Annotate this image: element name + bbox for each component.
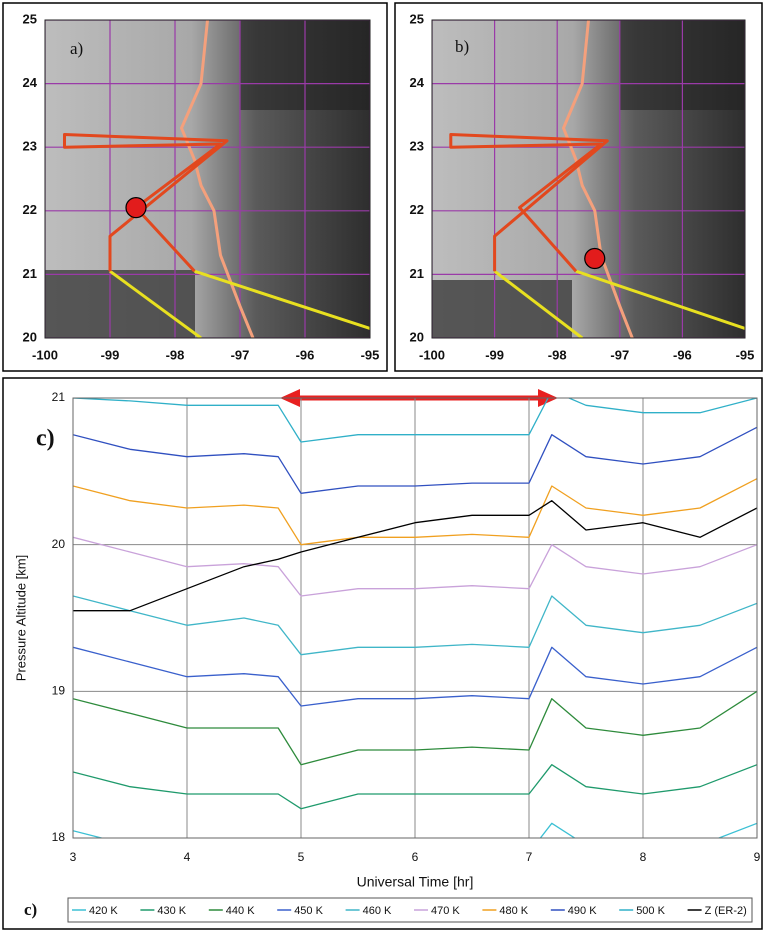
y-tick-label: 21 [52, 390, 66, 404]
x-tick-label: 8 [640, 850, 647, 864]
series-line [73, 500, 757, 612]
y-tick-label: 21 [410, 266, 424, 281]
plot: -100 -99 -98 -97 -96 -95 20 21 22 23 24 25 b) [410, 11, 755, 362]
plot-area [73, 398, 757, 838]
y-tick-label: 23 [410, 139, 424, 154]
y-tick-label: 25 [410, 11, 424, 26]
panel-label: c) [24, 900, 37, 919]
x-tick-label: -98 [166, 347, 185, 362]
y-tick-label: 24 [23, 75, 38, 90]
x-tick-label: -99 [485, 347, 504, 362]
plot: -100 -99 -98 -97 -96 -95 20 21 22 23 24 25 a) [23, 11, 380, 362]
legend-label: 490 K [568, 905, 597, 917]
plot-area [45, 20, 370, 338]
y-tick-label: 18 [52, 830, 66, 844]
legend-label: 440 K [226, 905, 255, 917]
y-tick-label: 22 [23, 202, 37, 217]
track-line [449, 133, 609, 273]
track-line [63, 133, 229, 273]
track-line [562, 20, 634, 338]
x-axis-label: Universal Time [hr] [357, 874, 474, 890]
legend-label: 420 K [89, 905, 118, 917]
x-tick-label: -95 [361, 347, 380, 362]
y-tick-label: 22 [410, 202, 424, 217]
series-line [73, 398, 757, 443]
y-tick-label: 23 [23, 139, 37, 154]
y-tick-label: 21 [23, 266, 37, 281]
x-tick-label: 5 [298, 850, 305, 864]
panel-label: b) [455, 37, 469, 56]
satellite-image-b [432, 20, 745, 338]
y-tick-label: 20 [52, 537, 66, 551]
y-tick-label: 24 [410, 75, 425, 90]
x-tick-label: 6 [412, 850, 419, 864]
series-line [73, 426, 757, 494]
panel-c-frame [2, 377, 763, 930]
x-tick-label: -98 [548, 347, 567, 362]
legend-box [67, 897, 753, 923]
panel-label: c) [36, 426, 55, 452]
legend-label: 430 K [157, 905, 186, 917]
series-line [73, 646, 757, 707]
series-line [73, 690, 757, 766]
x-tick-label: -99 [101, 347, 120, 362]
legend-label: Z (ER-2) [705, 905, 747, 917]
track-line [493, 270, 584, 338]
track-line [575, 269, 745, 330]
legend-label: 480 K [499, 905, 528, 917]
series-line [73, 595, 757, 656]
series-line [73, 536, 757, 597]
x-tick-label: -97 [231, 347, 250, 362]
x-tick-label: 7 [526, 850, 533, 864]
track-line [180, 20, 255, 338]
series-line [73, 478, 757, 546]
satellite-image-a [45, 20, 370, 338]
x-tick-label: -96 [673, 347, 692, 362]
legend-label: 500 K [636, 905, 665, 917]
legend-label: 470 K [431, 905, 460, 917]
position-marker [584, 247, 606, 270]
x-tick-label: -100 [32, 347, 58, 362]
x-tick-label: 3 [70, 850, 77, 864]
x-tick-label: -96 [296, 347, 315, 362]
y-axis-label: Pressure Altitude [km] [13, 555, 28, 681]
y-tick-label: 19 [52, 684, 66, 698]
y-tick-label: 20 [23, 329, 37, 344]
y-tick-label: 20 [410, 329, 424, 344]
legend-label: 450 K [294, 905, 323, 917]
plot-border [44, 19, 371, 339]
plot-border [431, 19, 746, 339]
legend-label: 460 K [363, 905, 392, 917]
x-tick-label: -100 [419, 347, 445, 362]
x-tick-label: 9 [754, 850, 761, 864]
panel-label: a) [70, 39, 83, 58]
plot-border [72, 397, 758, 839]
plot-area [432, 20, 745, 338]
y-tick-label: 25 [23, 11, 37, 26]
x-tick-label: 4 [184, 850, 191, 864]
track-line [194, 269, 370, 330]
x-tick-label: -95 [736, 347, 755, 362]
series-line [73, 764, 757, 810]
x-tick-label: -97 [610, 347, 629, 362]
position-marker [125, 197, 147, 219]
plot: 3 4 5 6 7 8 9 18 19 20 21 420 K 430 K 440 K 450 K 460 K… [52, 390, 761, 917]
track-line [109, 269, 202, 338]
